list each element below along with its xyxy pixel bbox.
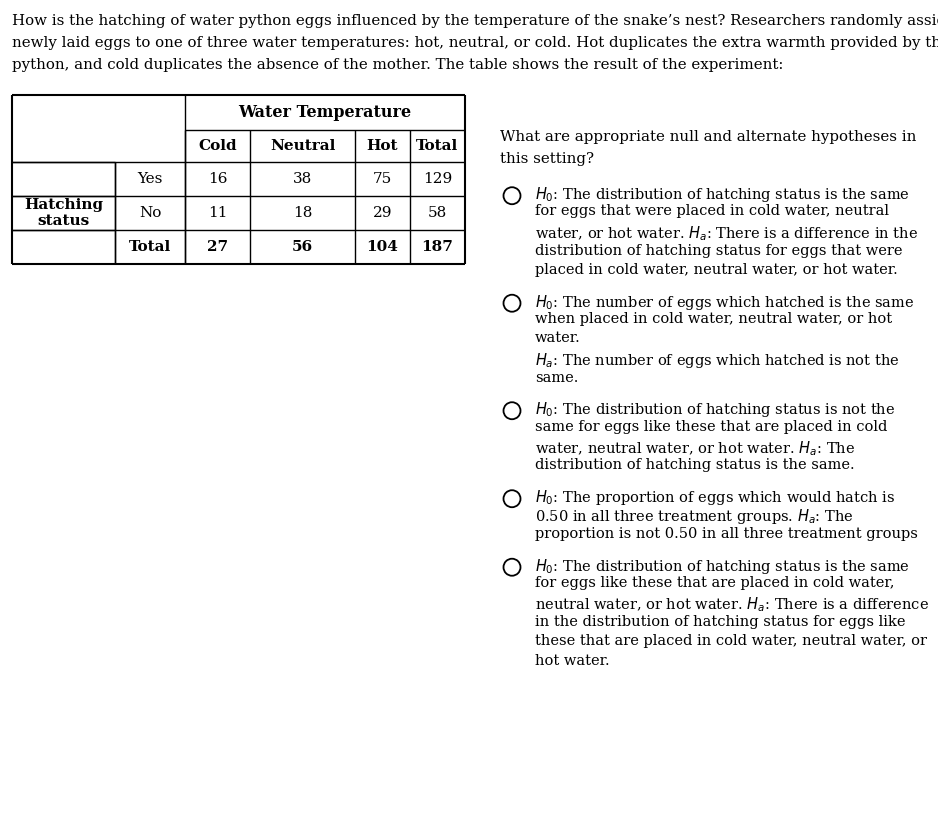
- Text: 16: 16: [207, 172, 227, 186]
- Text: neutral water, or hot water. $\mathit{H_a}$: There is a difference: neutral water, or hot water. $\mathit{H_…: [535, 596, 929, 614]
- Text: $\mathit{H_0}$: The distribution of hatching status is the same: $\mathit{H_0}$: The distribution of hatc…: [535, 556, 910, 576]
- Text: No: No: [139, 206, 161, 220]
- Text: 0.50 in all three treatment groups. $\mathit{H_a}$: The: 0.50 in all three treatment groups. $\ma…: [535, 508, 854, 526]
- Text: for eggs like these that are placed in cold water,: for eggs like these that are placed in c…: [535, 576, 895, 590]
- Text: $\mathit{H_a}$: The number of eggs which hatched is not the: $\mathit{H_a}$: The number of eggs which…: [535, 351, 900, 370]
- Text: same.: same.: [535, 370, 579, 385]
- Text: for eggs that were placed in cold water, neutral: for eggs that were placed in cold water,…: [535, 204, 889, 219]
- Text: $\mathit{H_0}$: The proportion of eggs which would hatch is: $\mathit{H_0}$: The proportion of eggs w…: [535, 488, 895, 507]
- Text: 187: 187: [421, 240, 453, 254]
- Text: Neutral: Neutral: [270, 139, 335, 153]
- Text: Yes: Yes: [137, 172, 162, 186]
- Text: 27: 27: [207, 240, 228, 254]
- Text: distribution of hatching status is the same.: distribution of hatching status is the s…: [535, 458, 855, 473]
- Text: Cold: Cold: [198, 139, 236, 153]
- Text: same for eggs like these that are placed in cold: same for eggs like these that are placed…: [535, 420, 887, 433]
- Text: What are appropriate null and alternate hypotheses in: What are appropriate null and alternate …: [500, 130, 916, 144]
- Text: 11: 11: [207, 206, 227, 220]
- Text: when placed in cold water, neutral water, or hot: when placed in cold water, neutral water…: [535, 312, 892, 326]
- Text: Water Temperature: Water Temperature: [238, 104, 412, 121]
- Text: 18: 18: [293, 206, 312, 220]
- Text: newly laid eggs to one of three water temperatures: hot, neutral, or cold. Hot d: newly laid eggs to one of three water te…: [12, 36, 938, 50]
- Text: Total: Total: [416, 139, 459, 153]
- Text: $\mathit{H_0}$: The number of eggs which hatched is the same: $\mathit{H_0}$: The number of eggs which…: [535, 292, 915, 312]
- Text: hot water.: hot water.: [535, 654, 610, 668]
- Text: in the distribution of hatching status for eggs like: in the distribution of hatching status f…: [535, 615, 905, 629]
- Text: 129: 129: [423, 172, 452, 186]
- Text: $\mathit{H_0}$: The distribution of hatching status is the same: $\mathit{H_0}$: The distribution of hatc…: [535, 185, 910, 204]
- Text: water, neutral water, or hot water. $\mathit{H_a}$: The: water, neutral water, or hot water. $\ma…: [535, 439, 855, 458]
- Text: water, or hot water. $\mathit{H_a}$: There is a difference in the: water, or hot water. $\mathit{H_a}$: The…: [535, 224, 918, 243]
- Text: How is the hatching of water python eggs influenced by the temperature of the sn: How is the hatching of water python eggs…: [12, 14, 938, 28]
- Text: proportion is not 0.50 in all three treatment groups: proportion is not 0.50 in all three trea…: [535, 527, 918, 541]
- Text: python, and cold duplicates the absence of the mother. The table shows the resul: python, and cold duplicates the absence …: [12, 58, 783, 72]
- Text: Hatching
status: Hatching status: [24, 198, 103, 228]
- Text: 29: 29: [372, 206, 392, 220]
- Text: 75: 75: [373, 172, 392, 186]
- Text: Total: Total: [129, 240, 171, 254]
- Text: these that are placed in cold water, neutral water, or: these that are placed in cold water, neu…: [535, 634, 927, 649]
- Text: Hot: Hot: [367, 139, 399, 153]
- Text: 58: 58: [428, 206, 447, 220]
- Text: placed in cold water, neutral water, or hot water.: placed in cold water, neutral water, or …: [535, 263, 898, 277]
- Text: distribution of hatching status for eggs that were: distribution of hatching status for eggs…: [535, 244, 902, 257]
- Text: 104: 104: [367, 240, 399, 254]
- Text: 38: 38: [293, 172, 312, 186]
- Text: this setting?: this setting?: [500, 152, 594, 166]
- Text: 56: 56: [292, 240, 313, 254]
- Text: water.: water.: [535, 332, 581, 345]
- Text: $\mathit{H_0}$: The distribution of hatching status is not the: $\mathit{H_0}$: The distribution of hatc…: [535, 400, 895, 419]
